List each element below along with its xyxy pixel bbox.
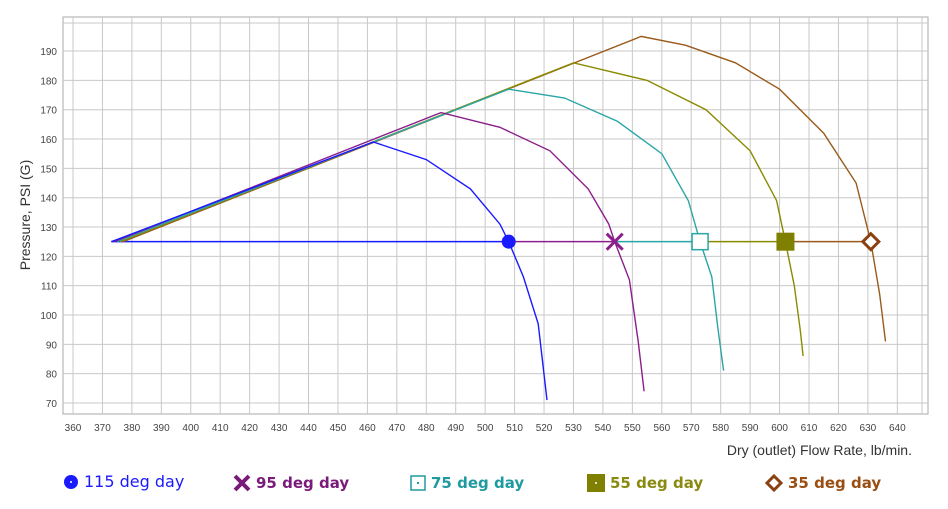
svg-text:400: 400 [182, 423, 199, 434]
legend-item-75: 75 deg day [410, 474, 524, 492]
svg-text:430: 430 [271, 423, 288, 434]
svg-text:600: 600 [771, 423, 788, 434]
svg-text:470: 470 [388, 423, 405, 434]
svg-text:490: 490 [447, 423, 464, 434]
legend: 115 deg day 95 deg day 75 deg day 55 deg… [0, 472, 948, 504]
svg-text:380: 380 [124, 423, 141, 434]
svg-text:190: 190 [40, 47, 57, 58]
svg-text:360: 360 [65, 423, 82, 434]
svg-text:540: 540 [595, 423, 612, 434]
legend-label: 95 deg day [256, 474, 350, 492]
y-axis-label: Pressure, PSI (G) [17, 160, 33, 270]
svg-text:640: 640 [889, 423, 906, 434]
svg-text:450: 450 [330, 423, 347, 434]
svg-text:590: 590 [742, 423, 759, 434]
svg-text:550: 550 [624, 423, 641, 434]
x-axis-label: Dry (outlet) Flow Rate, lb/min. [727, 442, 912, 458]
svg-text:130: 130 [40, 223, 57, 234]
svg-text:90: 90 [46, 340, 58, 351]
svg-text:440: 440 [300, 423, 317, 434]
svg-text:160: 160 [40, 135, 57, 146]
operating-point-markers [501, 231, 881, 252]
chart-plot: 70 80 90 100 110 120 130 140 150 160 170 180 190 360… [17, 16, 929, 458]
svg-text:560: 560 [653, 423, 670, 434]
svg-text:460: 460 [359, 423, 376, 434]
legend-label: 55 deg day [610, 474, 704, 492]
svg-text:120: 120 [40, 252, 57, 263]
svg-text:370: 370 [94, 423, 111, 434]
svg-text:610: 610 [801, 423, 818, 434]
x-axis-ticks: 360 370 380 390 400 410 420 430 440 450 460 470 480 4… [65, 423, 906, 434]
legend-item-115: 115 deg day [63, 472, 184, 491]
svg-text:630: 630 [860, 423, 877, 434]
svg-text:530: 530 [565, 423, 582, 434]
diamond-open-marker-icon [765, 474, 783, 492]
svg-text:410: 410 [212, 423, 229, 434]
svg-text:110: 110 [41, 282, 57, 293]
svg-text:140: 140 [40, 194, 57, 205]
legend-label: 115 deg day [84, 472, 185, 491]
circle-marker-icon [64, 474, 78, 489]
svg-text:390: 390 [153, 423, 170, 434]
svg-text:570: 570 [683, 423, 700, 434]
svg-text:510: 510 [506, 423, 523, 434]
svg-text:170: 170 [40, 106, 57, 117]
square-open-marker-icon [410, 475, 426, 491]
svg-text:480: 480 [418, 423, 435, 434]
legend-item-55: 55 deg day [587, 474, 703, 492]
legend-item-95: 95 deg day [233, 474, 349, 492]
svg-text:70: 70 [46, 399, 58, 410]
legend-label: 35 deg day [788, 474, 882, 492]
svg-text:520: 520 [536, 423, 553, 434]
series-lines [111, 35, 887, 401]
square-filled-marker-icon [587, 474, 605, 492]
svg-text:620: 620 [830, 423, 847, 434]
plot-area [62, 16, 929, 415]
svg-text:80: 80 [46, 370, 58, 381]
legend-item-35: 35 deg day [765, 474, 881, 492]
svg-text:100: 100 [40, 311, 57, 322]
svg-text:580: 580 [712, 423, 729, 434]
y-axis-ticks: 70 80 90 100 110 120 130 140 150 160 170 180 190 [40, 47, 57, 410]
svg-text:150: 150 [40, 164, 57, 175]
svg-text:180: 180 [40, 76, 57, 87]
svg-text:500: 500 [477, 423, 494, 434]
svg-text:420: 420 [241, 423, 258, 434]
x-marker-icon [233, 474, 251, 492]
legend-label: 75 deg day [431, 474, 525, 492]
